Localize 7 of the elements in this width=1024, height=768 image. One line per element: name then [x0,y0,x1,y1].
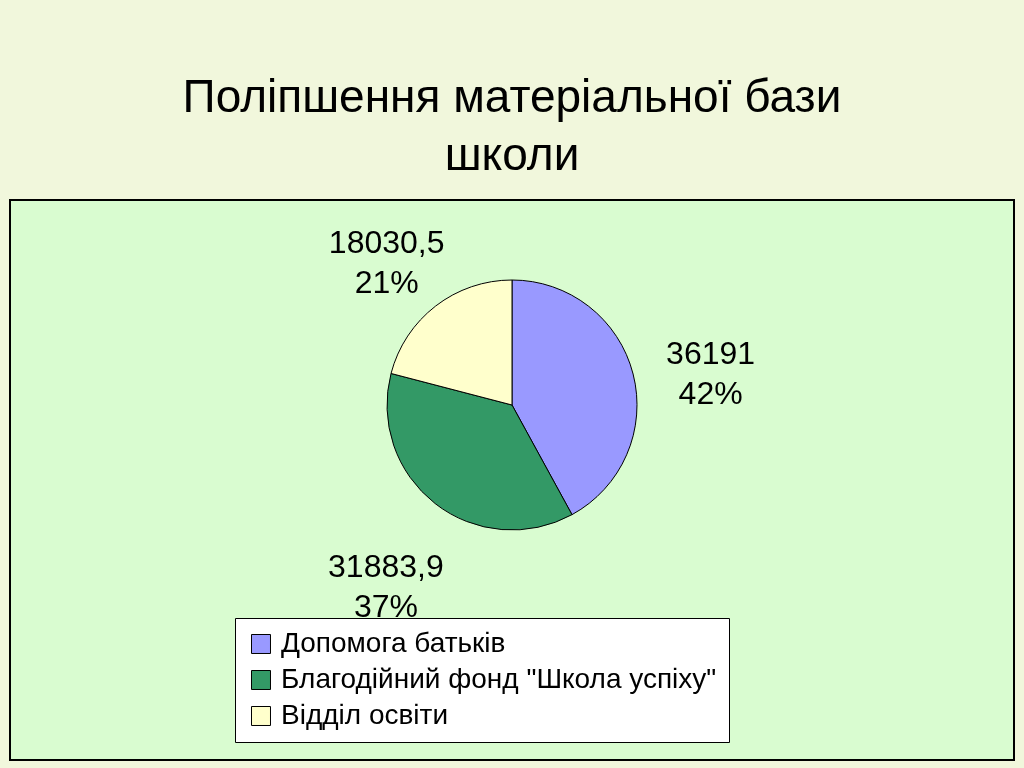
data-label: 31883,9 37% [328,547,444,624]
data-label: 18030,5 21% [328,223,445,300]
legend-label: Відділ освіти [281,699,449,730]
legend-label: Допомога батьків [281,627,506,658]
legend-label: Благодійний фонд "Школа успіху" [281,663,717,694]
chart-title: Поліпшення матеріальної бази школи [182,70,842,180]
data-label: 36191 42% [666,335,756,412]
